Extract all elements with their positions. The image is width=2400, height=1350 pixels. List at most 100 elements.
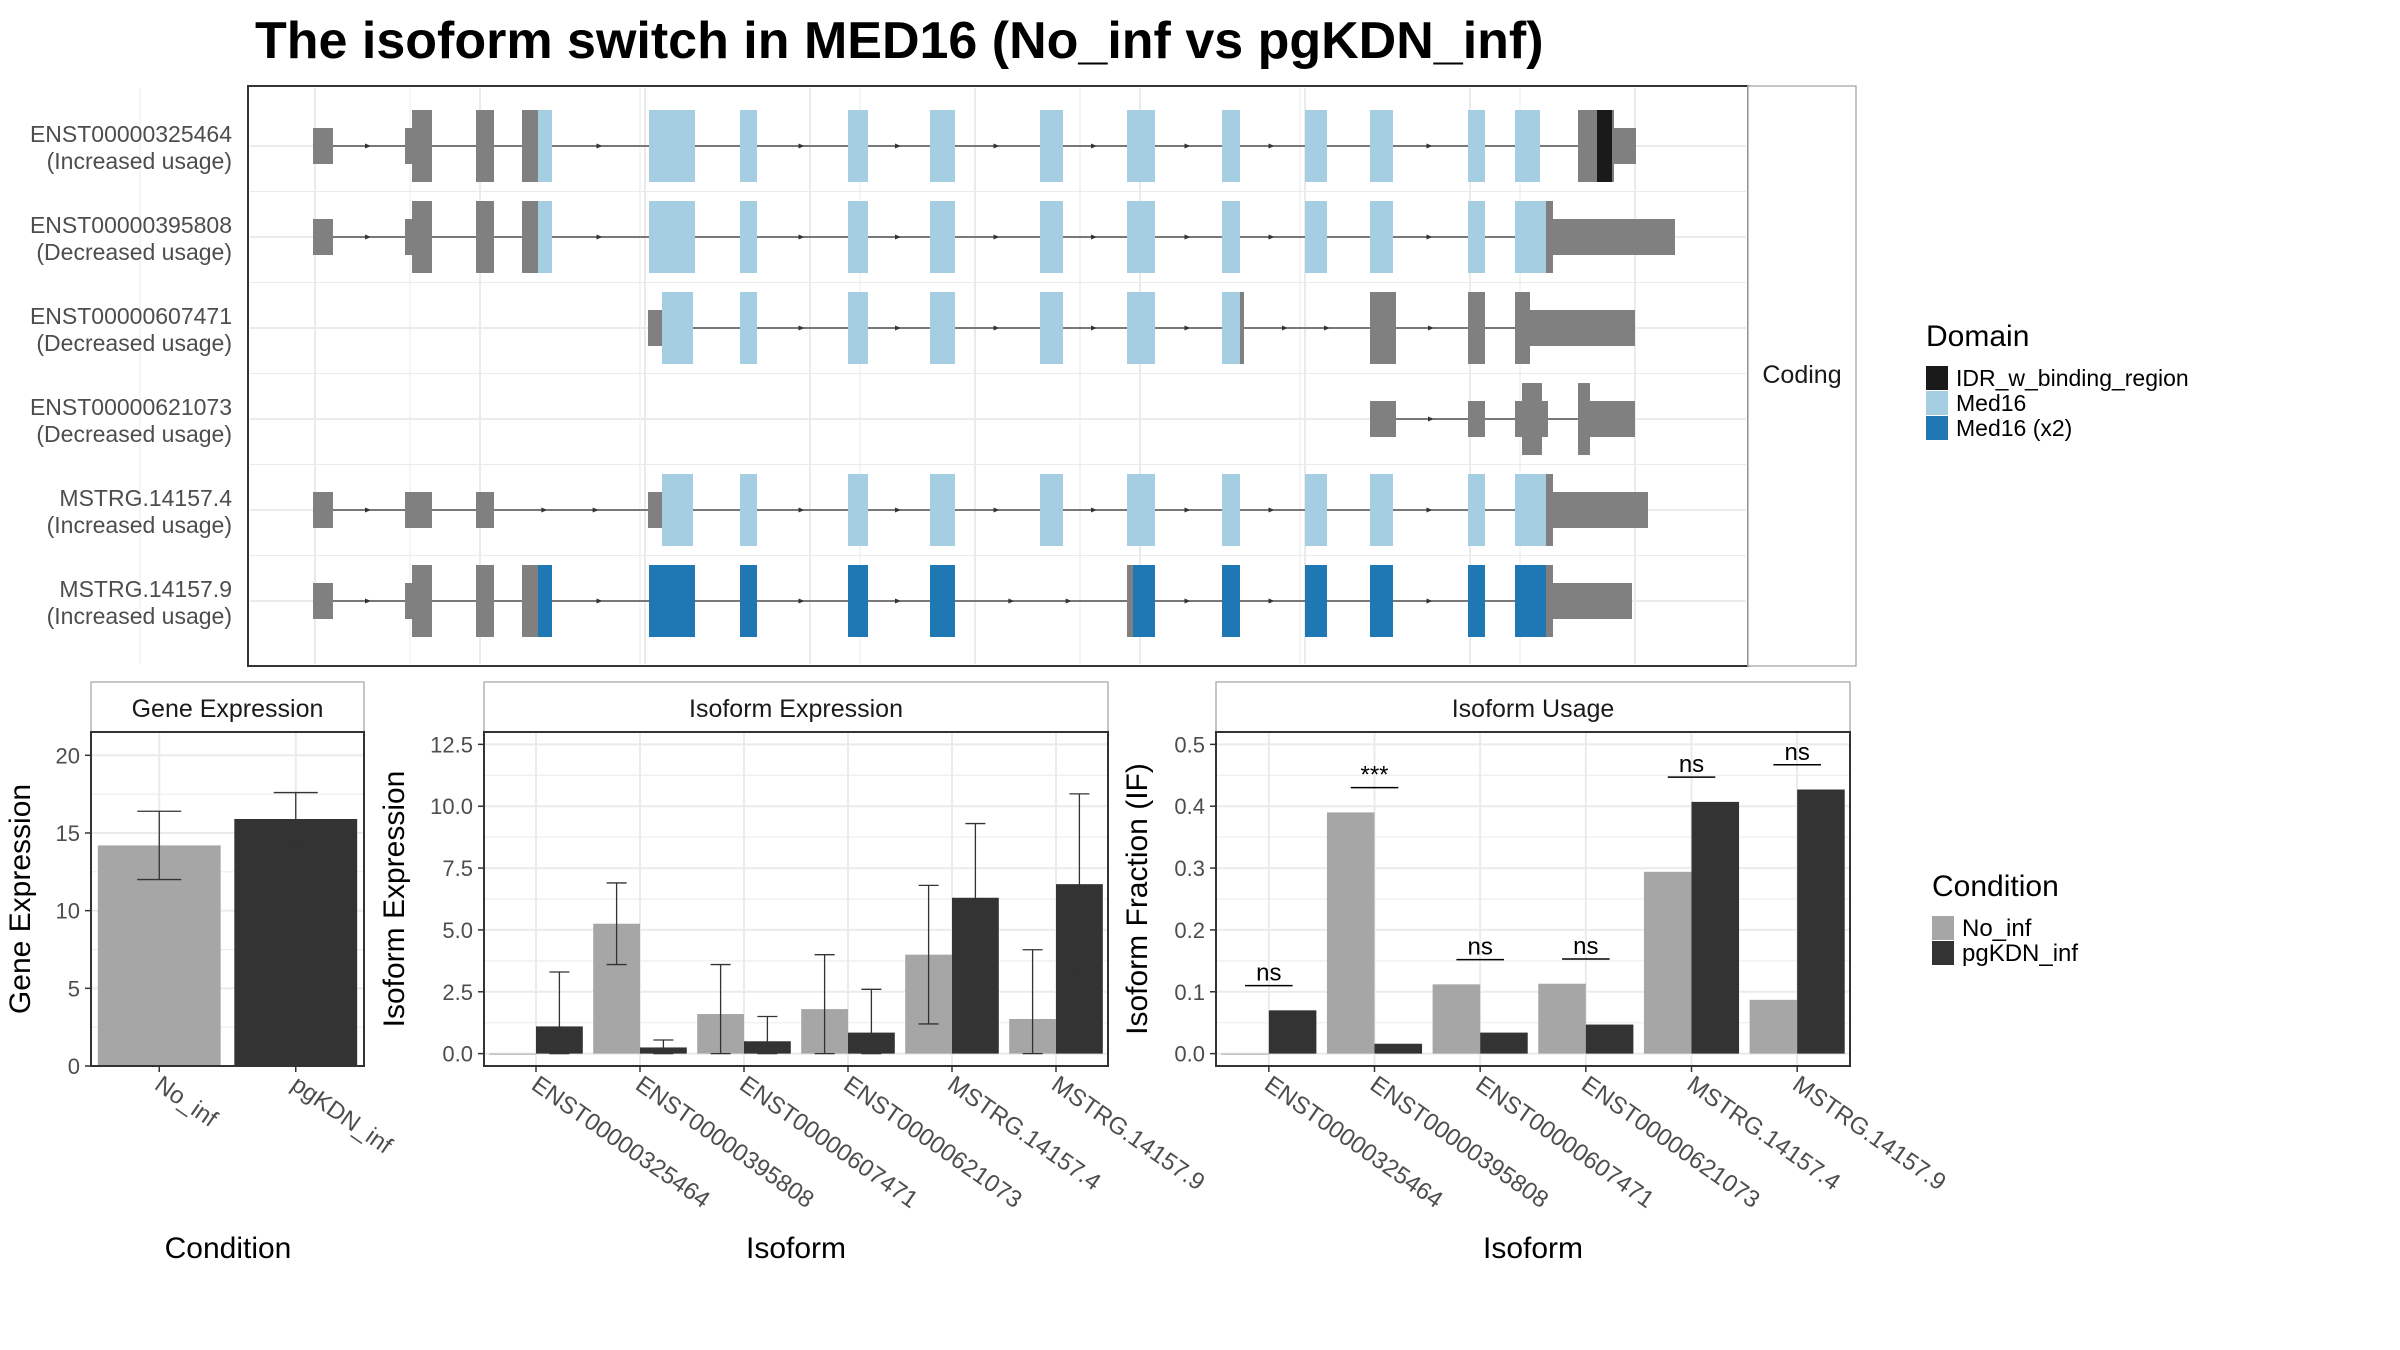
strand-arrow <box>1091 325 1097 331</box>
domain-block-Med16 <box>1468 110 1485 182</box>
domain-legend-swatch-IDR_w_binding_region <box>1926 366 1948 390</box>
transcript-id-label: ENST00000395808 <box>30 212 232 238</box>
exon-block <box>1542 401 1548 437</box>
panel-strip <box>90 681 365 733</box>
transcript-id-label: ENST00000621073 <box>30 394 232 420</box>
y-tick-label: 0 <box>68 1054 80 1079</box>
exon-block <box>522 201 538 273</box>
exon-block <box>1515 292 1530 364</box>
condition-legend-swatch-pgKDN_inf <box>1932 941 1954 965</box>
bar-chart-panels: Gene Expression 0 5 10 15 20 No_inf pgKDN_inf Co… <box>4 681 1951 1265</box>
significance-label: ns <box>1679 751 1704 778</box>
domain-block-Med16 <box>1222 201 1240 273</box>
domain-block-Med16_x2 <box>1515 565 1546 637</box>
exon-block <box>476 565 494 637</box>
strand-arrow <box>541 507 548 513</box>
chart-panel-isoform-usage: Isoform Usage 0.0 0.1 0.2 0.3 0.4 0.5 ns *** ns ns… <box>1121 681 1951 1265</box>
domain-legend-label: Med16 (x2) <box>1956 415 2072 441</box>
bar-pgKDN_inf-MSTRG.14157.4 <box>1691 801 1740 1054</box>
transcript-id-label: MSTRG.14157.4 <box>59 485 232 511</box>
y-tick-label: 0.5 <box>1174 732 1205 757</box>
transcript-model-ENST00000395808 <box>313 201 1675 273</box>
y-tick-label: 0.2 <box>1174 918 1205 943</box>
exon-block <box>476 492 494 528</box>
x-tick-label: No_inf <box>150 1071 223 1133</box>
bar-pgKDN_inf-pgKDN_inf <box>234 818 358 1066</box>
domain-block-Med16_x2 <box>1133 565 1155 637</box>
transcript-panel-background <box>248 86 1748 666</box>
x-tick-label: ENST00000325464 <box>1259 1071 1447 1214</box>
strand-arrow <box>365 507 371 513</box>
strand-arrow <box>1184 507 1191 513</box>
strand-arrow <box>895 234 901 240</box>
transcript-models <box>313 110 1675 637</box>
significance-label: ns <box>1256 960 1281 987</box>
y-tick-label: 2.5 <box>442 980 473 1005</box>
domain-block-Med16 <box>1222 292 1240 364</box>
exon-block <box>1553 492 1648 528</box>
strand-arrow <box>895 507 901 513</box>
bar-No_inf-ENST00000325464 <box>489 1053 536 1055</box>
y-axis-title: Isoform Expression <box>378 771 411 1028</box>
strand-arrow <box>365 234 371 240</box>
strand-arrow <box>1428 416 1434 422</box>
strand-arrow <box>1268 234 1275 240</box>
coding-strip-label: Coding <box>1762 361 1841 389</box>
strand-arrow <box>798 143 805 149</box>
strand-arrow <box>1324 325 1330 331</box>
exon-block <box>1590 401 1635 437</box>
transcript-status-label: (Decreased usage) <box>36 239 232 265</box>
domain-block-Med16 <box>740 110 757 182</box>
transcript-status-label: (Decreased usage) <box>36 421 232 447</box>
x-axis-title: Condition <box>165 1232 292 1265</box>
exon-block <box>1546 565 1553 637</box>
plot-border <box>1215 731 1851 1067</box>
exon-block <box>476 201 494 273</box>
exon-block <box>1370 292 1396 364</box>
exon-block <box>1468 292 1485 364</box>
domain-block-Med16_x2 <box>848 565 868 637</box>
y-tick-label: 5.0 <box>442 918 473 943</box>
panel-strip-title: Gene Expression <box>132 695 324 723</box>
y-tick-label: 12.5 <box>430 732 473 757</box>
exon-block <box>1614 128 1636 164</box>
exon-block <box>412 565 432 637</box>
bar-No_inf-MSTRG.14157.9 <box>1749 999 1798 1054</box>
transcript-model-ENST00000621073 <box>1370 383 1635 455</box>
domain-block-Med16 <box>1515 201 1546 273</box>
exon-block <box>1553 219 1675 255</box>
domain-block-Med16_x2 <box>1305 565 1327 637</box>
strand-arrow <box>1426 598 1433 604</box>
strand-arrow <box>1426 234 1433 240</box>
plot-border <box>90 731 365 1067</box>
domain-block-Med16_x2 <box>1222 565 1240 637</box>
y-tick-label: 0.0 <box>442 1042 473 1067</box>
y-tick-label: 5 <box>68 976 80 1001</box>
domain-block-Med16 <box>1515 474 1546 546</box>
y-axis-title: Isoform Fraction (IF) <box>1121 763 1154 1035</box>
strand-arrow <box>895 598 901 604</box>
transcript-model-ENST00000607471 <box>648 292 1635 364</box>
panel-strip <box>1215 681 1851 733</box>
exon-block <box>1612 110 1614 182</box>
exon-block <box>405 128 412 164</box>
strand-arrow <box>1184 143 1191 149</box>
x-tick-label: ENST00000621073 <box>1576 1071 1764 1214</box>
bar-No_inf-ENST00000621073 <box>1538 983 1586 1054</box>
strand-arrow <box>798 234 805 240</box>
domain-block-Med16 <box>1515 110 1540 182</box>
transcript-status-label: (Increased usage) <box>47 603 232 629</box>
domain-block-Med16 <box>649 110 695 182</box>
transcript-row-labels: ENST00000325464(Increased usage)ENST0000… <box>30 121 232 629</box>
y-axis-title: Gene Expression <box>4 784 37 1014</box>
domain-block-Med16 <box>1127 201 1155 273</box>
domain-legend-title: Domain <box>1926 320 2029 353</box>
strand-arrow <box>596 234 603 240</box>
strand-arrow <box>1268 507 1275 513</box>
transcript-model-MSTRG.14157.9 <box>313 565 1632 637</box>
strand-arrow <box>1008 598 1015 604</box>
domain-block-Med16 <box>1305 474 1327 546</box>
bar-No_inf-ENST00000607471 <box>1432 984 1481 1054</box>
domain-block-Med16 <box>930 292 955 364</box>
